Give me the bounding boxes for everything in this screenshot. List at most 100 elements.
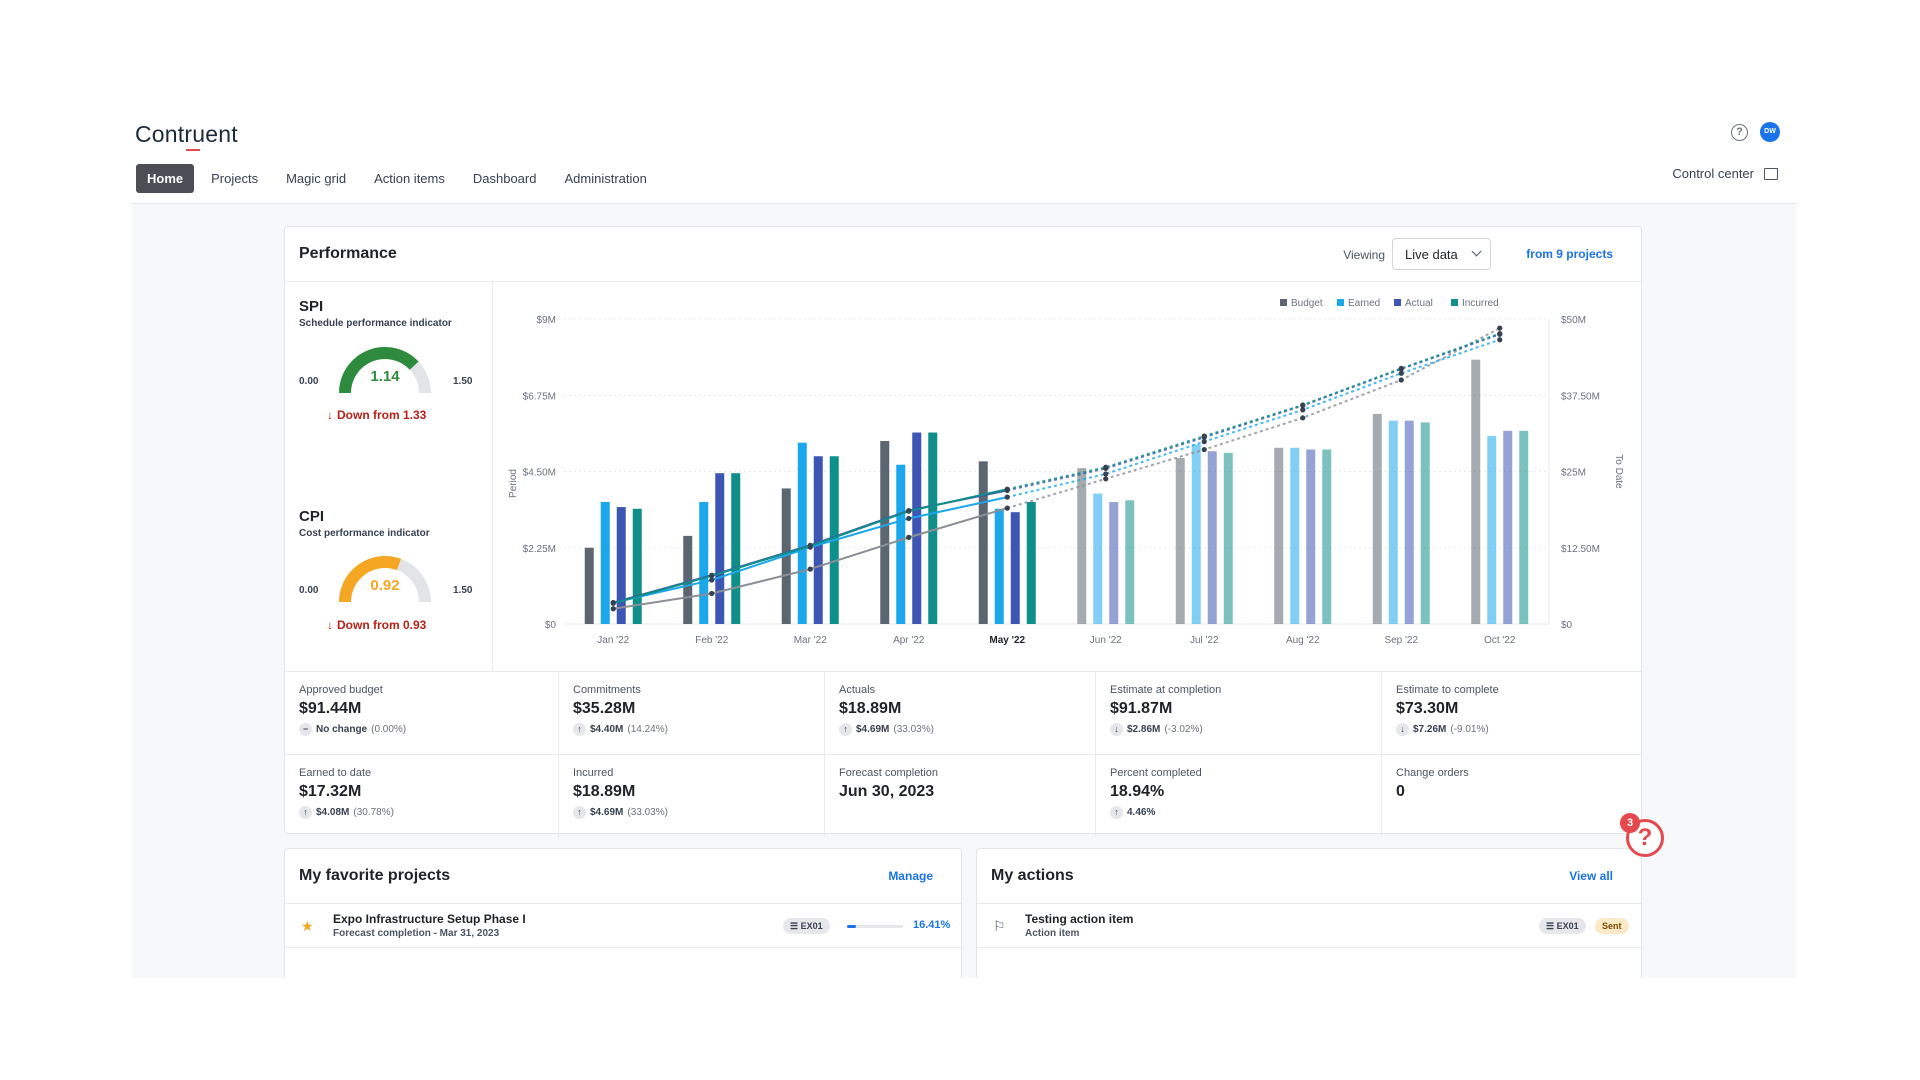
line-point xyxy=(1004,494,1010,500)
help-fab-button[interactable]: ? 3 xyxy=(1620,813,1664,857)
bar-actual xyxy=(616,507,626,624)
metric-label: Earned to date xyxy=(299,767,372,779)
help-icon[interactable]: ? xyxy=(1731,123,1748,141)
metric-label: Estimate at completion xyxy=(1110,684,1222,696)
metric-value: Jun 30, 2023 xyxy=(839,783,935,800)
legend-label: Actual xyxy=(1405,298,1433,309)
external-link-icon xyxy=(1764,167,1778,180)
legend-swatch xyxy=(1394,299,1401,306)
metric-value: $35.28M xyxy=(573,700,636,717)
bar-budget xyxy=(1372,413,1382,624)
left-tick-label: $4.50M xyxy=(523,468,556,479)
line-point xyxy=(807,543,813,549)
line-point xyxy=(1398,370,1404,376)
avatar[interactable]: DW xyxy=(1760,122,1780,142)
nav-administration[interactable]: Administration xyxy=(564,171,647,186)
list-item[interactable]: ⚐ Testing action item Action item ☰ EX01… xyxy=(977,904,1641,948)
line-point xyxy=(906,508,912,514)
metric-change-value: $4.69M xyxy=(590,807,624,818)
right-tick-label: $25M xyxy=(1561,468,1586,479)
metric-label: Incurred xyxy=(573,767,614,779)
divider xyxy=(977,903,1641,904)
manage-link[interactable]: Manage xyxy=(888,869,933,883)
app-logo[interactable]: Contruent xyxy=(135,121,238,147)
minus-icon: − xyxy=(299,723,312,736)
cpi-change: ↓ Down from 0.93 xyxy=(327,618,426,632)
legend-label: Earned xyxy=(1348,298,1380,309)
bar-actual xyxy=(1503,430,1513,624)
metric-value: $17.32M xyxy=(299,783,362,800)
from-projects-link[interactable]: from 9 projects xyxy=(1526,247,1613,261)
divider xyxy=(285,903,961,904)
left-axis-label: Period xyxy=(508,469,519,498)
legend-label: Budget xyxy=(1291,298,1323,309)
arrow-down-icon: ↓ xyxy=(1110,723,1123,736)
bar-incurred xyxy=(1420,422,1430,624)
nav-action-items[interactable]: Action items xyxy=(374,171,445,186)
forecast-line-earned xyxy=(1007,338,1501,499)
bar-budget xyxy=(880,441,890,624)
metric-change-percent: (30.78%) xyxy=(353,807,394,818)
metric-change-value: No change xyxy=(316,724,368,735)
control-center-link[interactable]: Control center xyxy=(1672,166,1778,181)
metric-change-value: 4.46% xyxy=(1127,807,1156,818)
line-point xyxy=(807,566,813,572)
metric-value: $91.87M xyxy=(1110,700,1173,717)
metric-label: Forecast completion xyxy=(839,767,939,779)
app-frame: Contruent ? DW Home Projects Magic grid … xyxy=(132,108,1796,978)
bar-budget xyxy=(1274,447,1284,624)
metric-label: Actuals xyxy=(839,684,876,696)
line-budget xyxy=(613,507,1008,610)
metric-change: ↑ 4.46% xyxy=(1110,806,1381,819)
bar-budget xyxy=(978,461,988,624)
bar-actual xyxy=(1404,420,1414,624)
notification-badge: 3 xyxy=(1620,813,1640,833)
line-point xyxy=(709,573,715,579)
metric-cell: Change orders 0 xyxy=(1382,755,1641,837)
nav-magic-grid[interactable]: Magic grid xyxy=(286,171,347,186)
x-tick-label: May '22 xyxy=(989,635,1025,646)
metrics-grid: Approved budget $91.44M − No change (0.00%) C… xyxy=(285,671,1641,837)
bar-budget xyxy=(1471,359,1481,624)
spi-max: 1.50 xyxy=(453,376,473,387)
right-tick-label: $12.50M xyxy=(1561,544,1600,555)
arrow-down-icon: ↓ xyxy=(327,408,333,422)
bar-actual xyxy=(1306,449,1316,624)
line-point xyxy=(1004,505,1010,511)
metric-value: $18.89M xyxy=(573,783,636,800)
line-point xyxy=(1004,486,1010,492)
right-tick-label: $0 xyxy=(1561,620,1573,631)
project-name: Expo Infrastructure Setup Phase I xyxy=(333,912,526,926)
right-tick-label: $50M xyxy=(1561,315,1586,326)
bar-earned xyxy=(994,508,1004,624)
metric-cell: Actuals $18.89M ↑ $4.69M (33.03%) xyxy=(825,672,1096,754)
nav-projects[interactable]: Projects xyxy=(211,171,259,186)
metric-change: − No change (0.00%) xyxy=(299,723,558,736)
metric-value: $91.44M xyxy=(299,700,362,717)
bar-budget xyxy=(1175,457,1185,624)
list-item[interactable]: ★ Expo Infrastructure Setup Phase I Fore… xyxy=(285,904,961,948)
viewing-dropdown[interactable]: Live data xyxy=(1392,238,1491,270)
cpi-title: CPI xyxy=(299,508,325,525)
nav-home[interactable]: Home xyxy=(136,164,195,193)
view-all-link[interactable]: View all xyxy=(1569,869,1613,883)
line-point xyxy=(1103,471,1109,477)
cpi-gauge: 0.92 0.00 1.50 xyxy=(299,556,473,603)
nav-dashboard[interactable]: Dashboard xyxy=(472,171,537,186)
bar-earned xyxy=(1388,420,1398,624)
bar-actual xyxy=(715,473,725,624)
metric-cell: Commitments $35.28M ↑ $4.40M (14.24%) xyxy=(559,672,825,754)
performance-chart: $0 $2.25M $4.50M $6.75M $9M $0 $12.50M $25M $37.… xyxy=(508,298,1624,646)
metric-change-percent: (33.03%) xyxy=(893,724,934,735)
metrics-row: Approved budget $91.44M − No change (0.00%) C… xyxy=(285,672,1641,754)
star-icon[interactable]: ★ xyxy=(301,918,314,934)
bar-incurred xyxy=(1125,500,1135,624)
app-header: Contruent ? DW Home Projects Magic grid … xyxy=(132,108,1796,204)
actions-title: My actions xyxy=(991,867,1074,884)
x-tick-label: Jul '22 xyxy=(1190,635,1219,646)
spi-change-text: Down from 1.33 xyxy=(337,408,427,422)
metric-value: $18.89M xyxy=(839,700,902,717)
line-point xyxy=(1497,337,1503,343)
forecast-line-incurred xyxy=(1007,332,1501,491)
metric-change: ↑ $4.69M (33.03%) xyxy=(573,806,824,819)
